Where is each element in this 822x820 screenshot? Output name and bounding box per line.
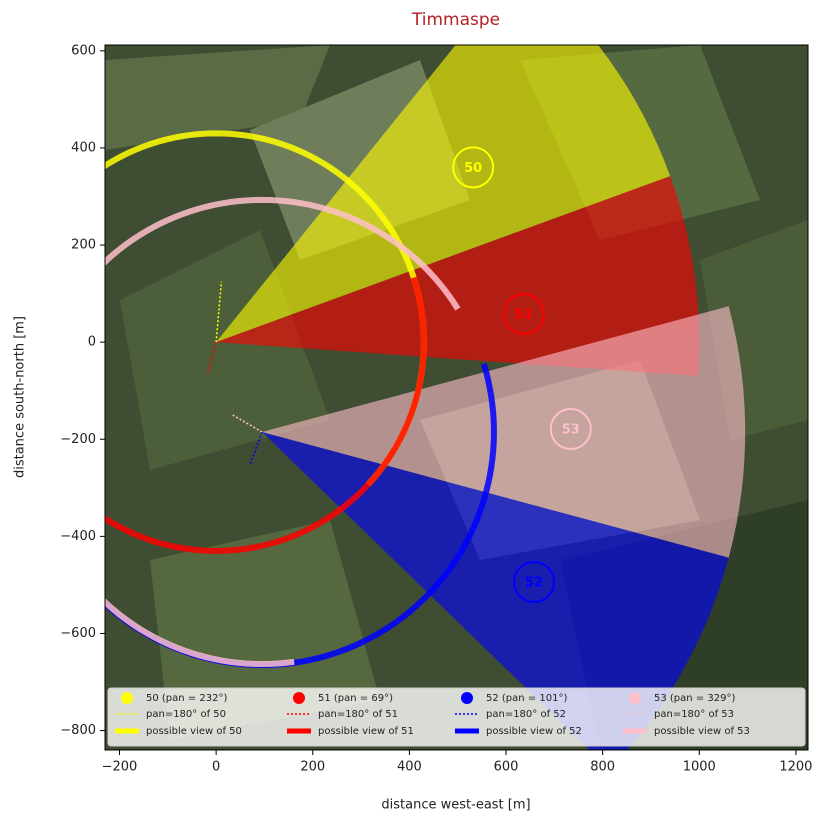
legend-label: possible view of 51: [318, 726, 414, 737]
chart-title: Timmaspe: [411, 10, 500, 30]
legend-label: 50 (pan = 232°): [146, 693, 227, 704]
legend-dot: [121, 692, 133, 704]
legend-label: possible view of 52: [486, 726, 582, 737]
legend-label: possible view of 53: [654, 726, 750, 737]
legend-dot: [461, 692, 473, 704]
legend-label: 52 (pan = 101°): [486, 693, 567, 704]
legend-label: possible view of 50: [146, 726, 242, 737]
legend: 50 (pan = 232°) pan=180° of 50 possible vi…: [108, 688, 805, 746]
y-tick-label: 200: [71, 238, 96, 253]
y-tick-label: 0: [88, 335, 96, 350]
turbine-label: 51: [515, 307, 533, 322]
turbine-label: 53: [562, 423, 580, 438]
legend-label: pan=180° of 51: [318, 709, 398, 720]
y-tick-label: 400: [71, 140, 96, 155]
legend-label: pan=180° of 53: [654, 709, 734, 720]
legend-label: pan=180° of 50: [146, 709, 226, 720]
legend-dot: [293, 692, 305, 704]
legend-dot: [629, 692, 641, 704]
x-tick-label: 1200: [779, 760, 812, 775]
y-tick-label: 600: [71, 43, 96, 58]
x-axis-label: distance west-east [m]: [381, 798, 530, 813]
legend-label: 51 (pan = 69°): [318, 693, 393, 704]
x-tick-label: 600: [494, 760, 519, 775]
x-tick-label: 200: [300, 760, 325, 775]
x-tick-label: −200: [102, 760, 138, 775]
y-tick-label: −800: [60, 723, 96, 738]
turbine-label: 50: [464, 161, 482, 176]
y-tick-label: −200: [60, 432, 96, 447]
x-tick-label: 800: [590, 760, 615, 775]
x-tick-label: 1000: [683, 760, 716, 775]
x-tick-label: 400: [397, 760, 422, 775]
y-tick-label: −400: [60, 529, 96, 544]
y-tick-label: −600: [60, 626, 96, 641]
turbine-label: 52: [525, 576, 543, 591]
x-tick-label: 0: [212, 760, 220, 775]
chart: 50 51 52 53 Timmaspe distance west-east [m]…: [0, 0, 822, 816]
legend-label: pan=180° of 52: [486, 709, 566, 720]
legend-label: 53 (pan = 329°): [654, 693, 735, 704]
y-axis-label: distance south-north [m]: [13, 316, 28, 478]
